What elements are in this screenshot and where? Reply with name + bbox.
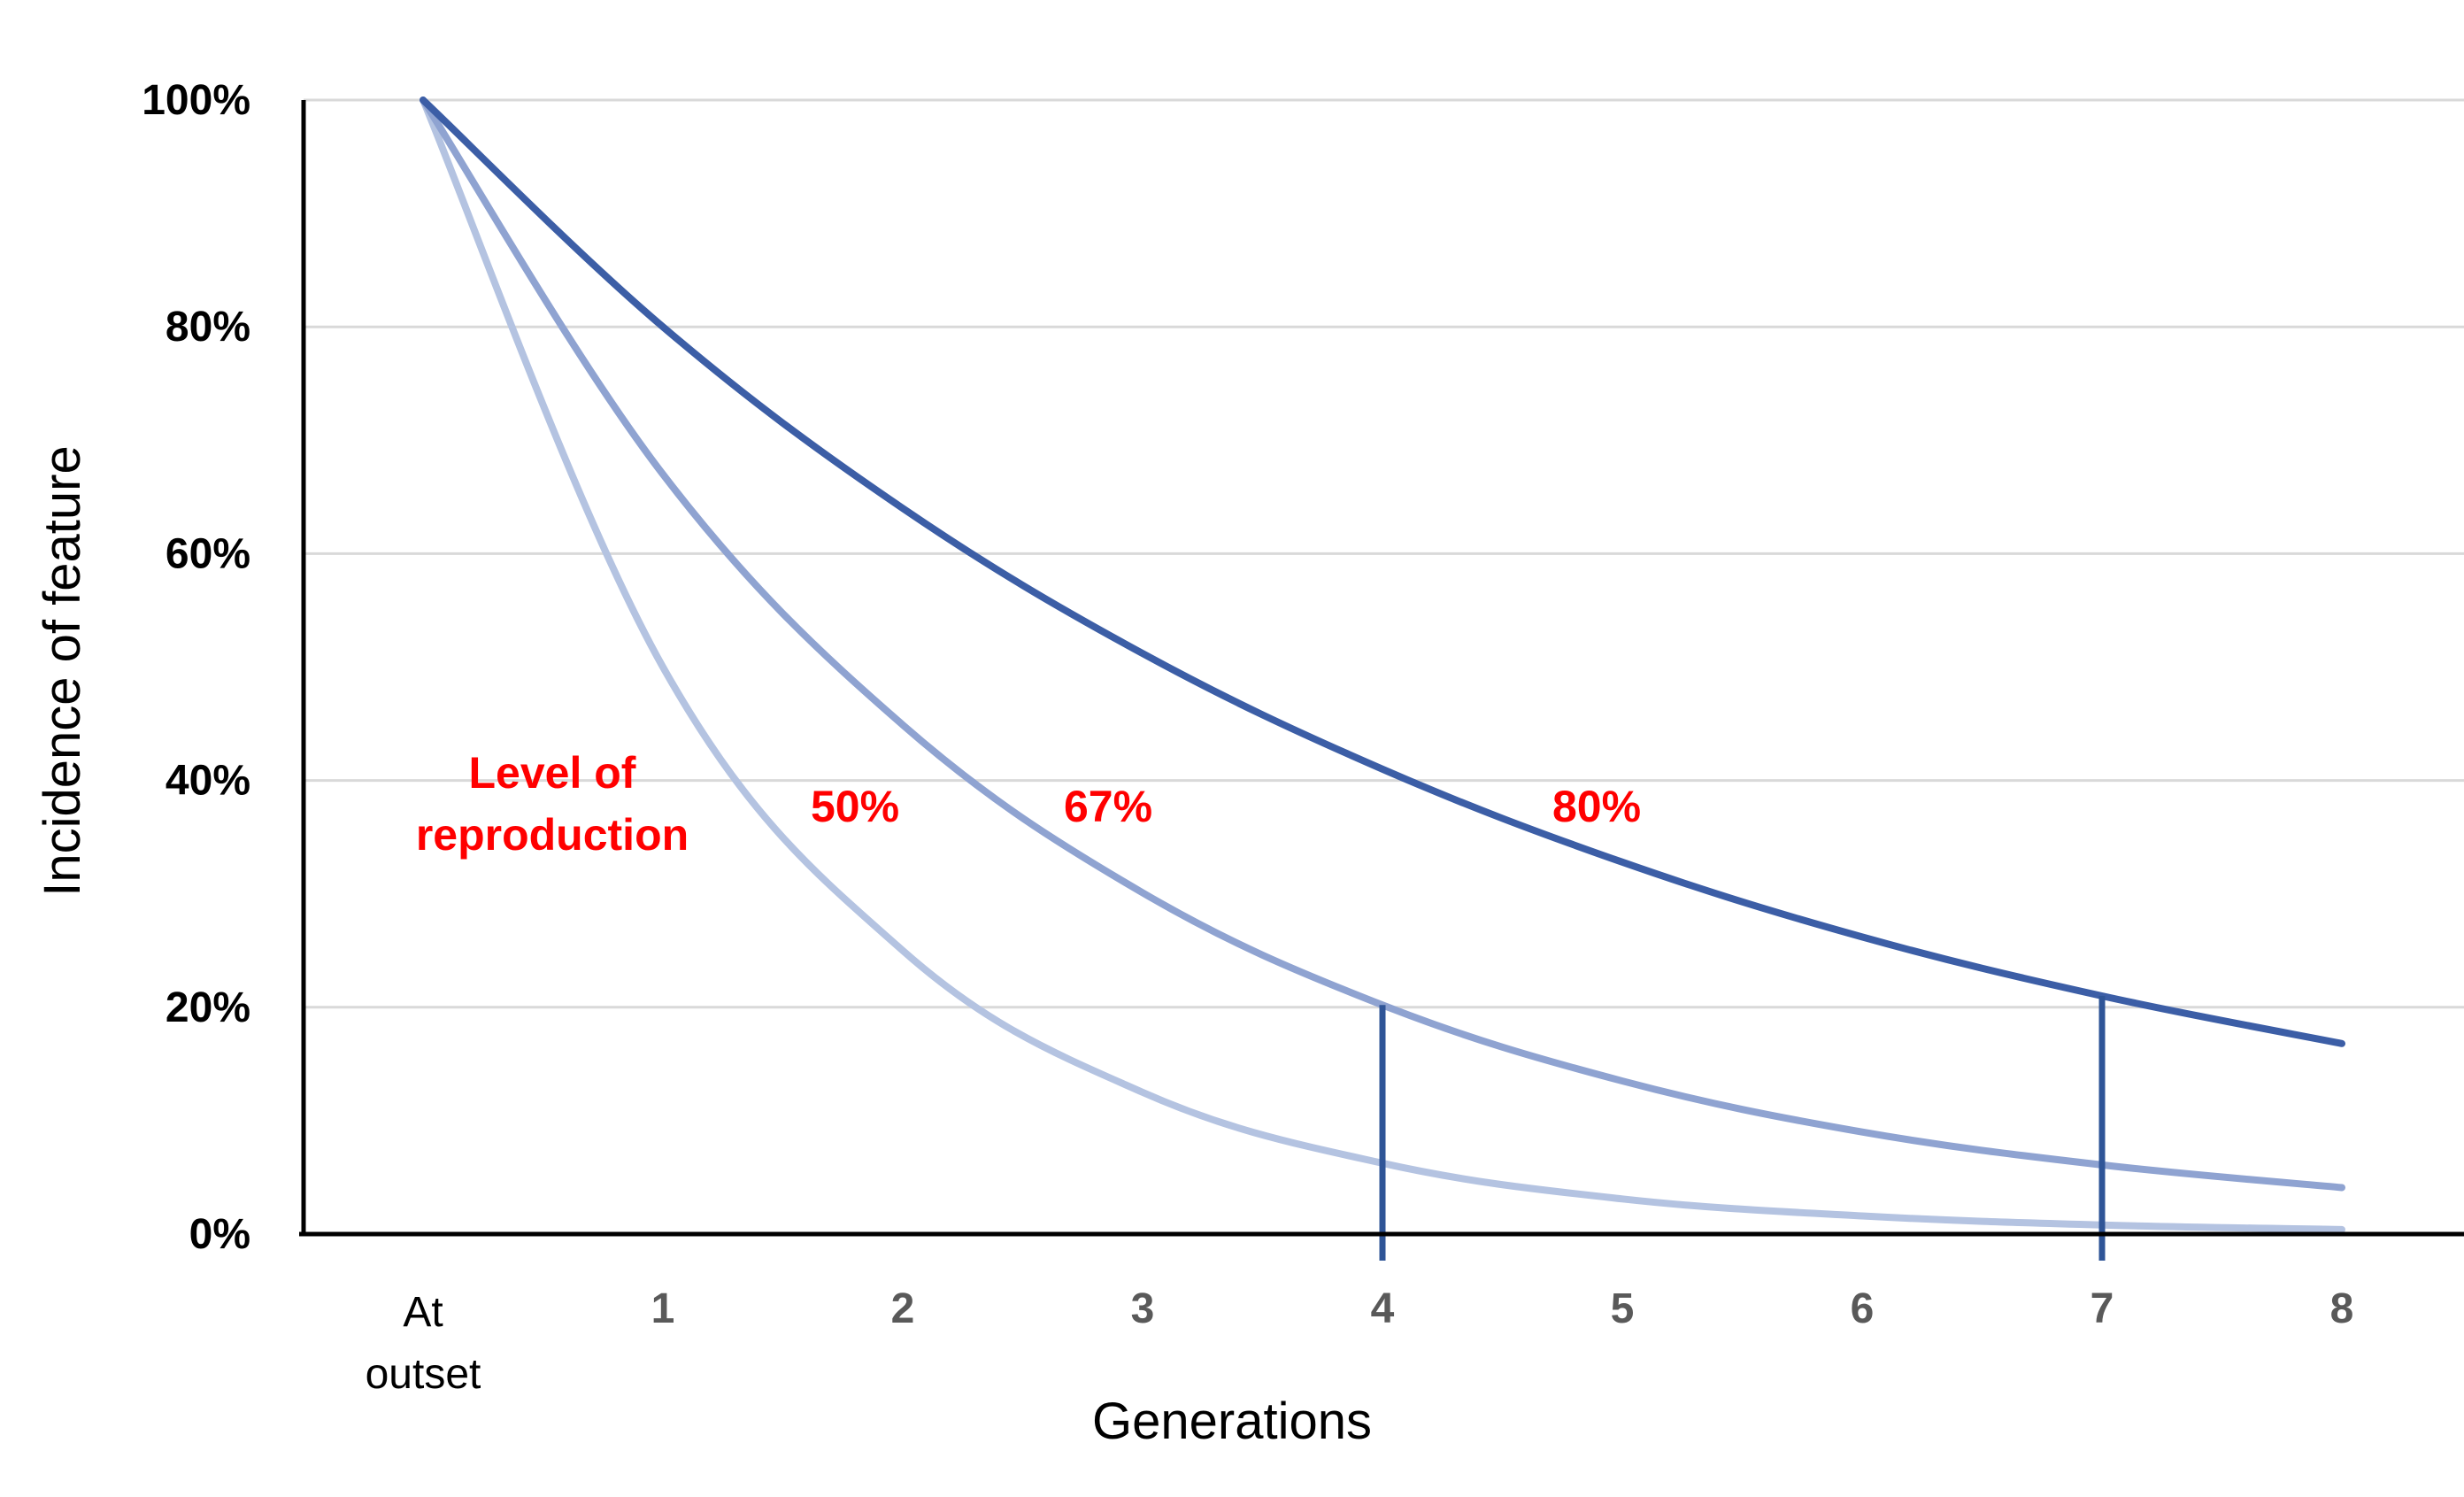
x-tick-label: 8 <box>2330 1285 2354 1332</box>
x-tick-label: 5 <box>1611 1285 1635 1332</box>
annotation-80: 80% <box>1552 782 1641 831</box>
x-tick-label: 4 <box>1371 1285 1395 1332</box>
annotation-50: 50% <box>811 782 899 831</box>
y-tick-label: 0% <box>189 1211 250 1258</box>
gridlines <box>304 98 2464 1009</box>
annotation-reproduction: reproduction <box>416 810 689 860</box>
x-axis-label: Generations <box>1092 1393 1372 1450</box>
x-tick-label: 6 <box>1851 1285 1875 1332</box>
x-tick-label: 3 <box>1131 1285 1155 1332</box>
y-tick-label: 40% <box>166 758 250 805</box>
series-layer <box>420 96 2345 1233</box>
x-tick-label: At <box>403 1289 443 1336</box>
x-tick-label: outset <box>366 1351 481 1398</box>
annotation-67: 67% <box>1064 782 1152 831</box>
y-axis-label: Incidence of feature <box>34 445 91 896</box>
x-tick-label: 1 <box>651 1285 675 1332</box>
series-line-67pct <box>420 96 2345 1192</box>
y-tick-label: 100% <box>142 77 250 124</box>
x-tick-labels: At outset 1 2 3 4 5 6 7 8 <box>366 1285 2354 1398</box>
x-tick-label: 2 <box>891 1285 915 1332</box>
y-tick-label: 20% <box>166 984 250 1031</box>
y-tick-label: 80% <box>166 304 250 351</box>
annotation-level-of: Level of <box>469 748 636 798</box>
x-tick-label: 7 <box>2091 1285 2114 1332</box>
series-line-80pct <box>420 96 2345 1047</box>
series-line-50pct <box>420 96 2345 1233</box>
y-tick-labels: 0% 20% 40% 60% 80% 100% <box>142 77 250 1258</box>
marker-layer <box>1379 995 2106 1261</box>
y-tick-label: 60% <box>166 530 250 577</box>
